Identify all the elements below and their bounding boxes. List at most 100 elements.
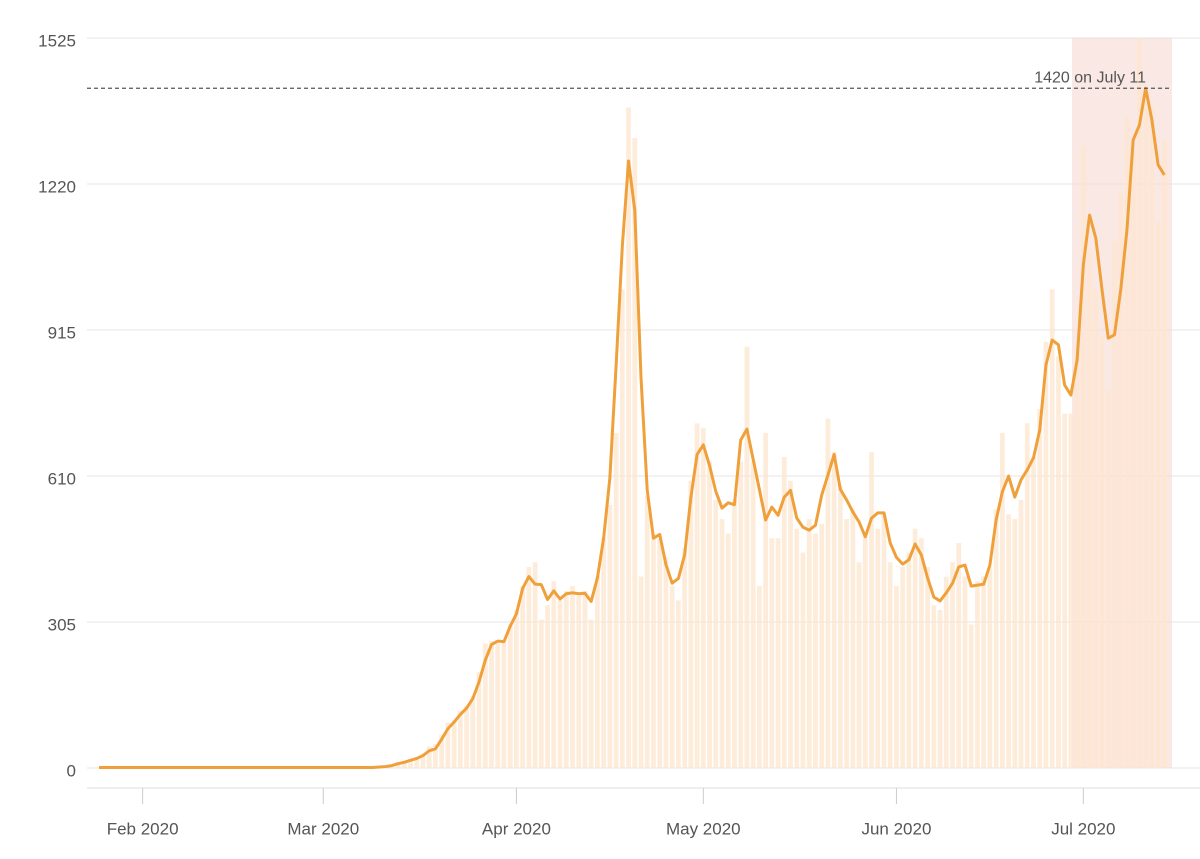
bar: [1105, 389, 1111, 768]
bar: [981, 576, 987, 768]
bar: [1112, 241, 1117, 768]
x-tick-label: Jul 2020: [1051, 819, 1115, 838]
bar: [570, 586, 575, 768]
bar: [1155, 222, 1161, 769]
annotation: 1420 on July 11: [1034, 69, 1146, 86]
bar: [1024, 423, 1030, 768]
bar: [962, 576, 968, 768]
bar: [451, 720, 457, 768]
bar: [1099, 337, 1105, 768]
bar: [813, 533, 818, 768]
bar: [1087, 251, 1092, 769]
bar: [638, 576, 644, 768]
bar: [1074, 346, 1080, 768]
bar: [794, 528, 800, 768]
bar: [987, 566, 993, 768]
bar: [1080, 145, 1086, 768]
bar: [1143, 97, 1149, 769]
bar: [781, 456, 787, 768]
bar: [1049, 289, 1055, 768]
y-tick-label: 610: [48, 469, 76, 488]
bar: [831, 452, 837, 768]
bar: [1012, 519, 1018, 768]
bar: [688, 480, 694, 768]
bar: [532, 562, 538, 768]
line: [99, 86, 1166, 770]
bar: [1037, 408, 1043, 768]
bar: [732, 499, 737, 768]
bar: [457, 710, 463, 768]
bar: [520, 586, 526, 768]
bar: [476, 672, 482, 768]
bar: [538, 619, 544, 768]
bar: [925, 566, 930, 768]
bar: [1118, 193, 1124, 768]
bar: [1130, 150, 1136, 768]
bar: [999, 432, 1005, 768]
x-tick-label: Mar 2020: [287, 819, 359, 838]
bar: [507, 624, 513, 768]
bar: [906, 552, 912, 768]
bar: [607, 504, 613, 768]
bar: [894, 586, 899, 768]
bar: [657, 538, 663, 768]
bar: [613, 432, 619, 768]
bar: [1068, 413, 1074, 768]
bar: [1149, 107, 1155, 768]
bar: [887, 562, 893, 768]
bar: [408, 759, 413, 768]
bar: [744, 346, 750, 768]
bar: [856, 562, 862, 768]
bar: [626, 107, 631, 768]
bar: [682, 547, 688, 768]
bar: [975, 581, 980, 768]
bar: [912, 528, 918, 768]
bar: [993, 509, 999, 768]
bar: [943, 576, 949, 768]
bar: [482, 643, 488, 768]
bar: [819, 523, 825, 768]
bar: [869, 452, 874, 768]
bar: [414, 757, 420, 768]
bar: [557, 600, 563, 768]
bar: [1093, 289, 1099, 768]
bar: [426, 746, 432, 768]
bar: [663, 557, 669, 768]
bar: [700, 428, 706, 768]
bar: [644, 495, 650, 768]
bar: [563, 590, 569, 768]
x-tick-label: May 2020: [666, 819, 741, 838]
bar: [707, 461, 712, 768]
bar: [788, 480, 793, 768]
bar: [675, 600, 681, 768]
bar: [968, 624, 974, 768]
bar: [763, 432, 769, 768]
bar: [470, 696, 476, 768]
bar: [464, 705, 469, 768]
bar: [1018, 499, 1024, 768]
bar: [756, 586, 762, 768]
bar: [719, 519, 725, 768]
y-tick-label: 1220: [38, 177, 76, 196]
bar: [950, 562, 955, 768]
bar: [875, 528, 881, 768]
bar: [862, 533, 868, 768]
bar: [806, 519, 812, 768]
bar: [775, 538, 781, 768]
x-tick-label: Jun 2020: [861, 819, 931, 838]
y-tick-label: 915: [48, 323, 76, 342]
bar: [937, 610, 943, 768]
bar: [489, 641, 494, 768]
x-tick-label: Feb 2020: [107, 819, 179, 838]
bar: [495, 643, 501, 768]
bar: [595, 576, 600, 768]
bar: [601, 538, 607, 768]
bar: [837, 485, 843, 768]
bar: [900, 566, 906, 768]
bar: [850, 509, 856, 768]
bar: [632, 138, 638, 768]
bar: [582, 590, 588, 768]
y-tick-label: 1525: [38, 31, 76, 50]
